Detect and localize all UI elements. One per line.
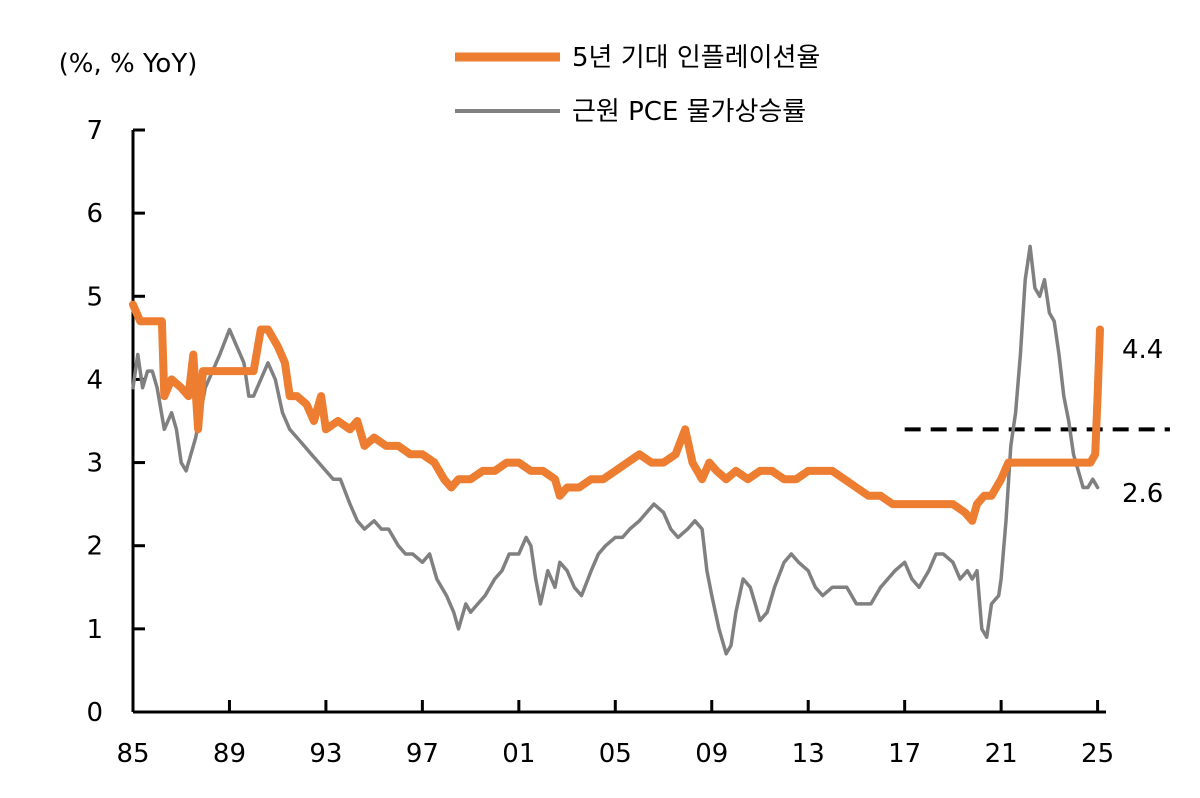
end-value-label: 4.4 [1122, 335, 1163, 365]
x-tick-label: 17 [888, 739, 921, 769]
x-tick-label: 93 [309, 739, 342, 769]
y-tick-label: 3 [86, 449, 103, 479]
y-axis-label: (%, % YoY) [59, 49, 198, 79]
y-tick-label: 0 [86, 698, 103, 728]
x-tick-label: 13 [792, 739, 825, 769]
y-tick-label: 2 [86, 532, 103, 562]
x-tick-label: 97 [406, 739, 439, 769]
y-tick-label: 1 [86, 615, 103, 645]
x-tick-label: 05 [599, 739, 632, 769]
expected-inflation-line [129, 300, 1104, 525]
core-pce-line [131, 244, 1100, 656]
legend-label-expected-inflation: 5년 기대 인플레이션율 [572, 43, 820, 73]
x-tick-label: 09 [695, 739, 728, 769]
end-label-layer: 4.4 2.6 [1122, 335, 1163, 509]
y-tick-label: 4 [86, 365, 103, 395]
x-tick-label: 21 [985, 739, 1018, 769]
y-tick-label: 5 [86, 282, 103, 312]
legend: 5년 기대 인플레이션율 근원 PCE 물가상승률 [455, 43, 820, 127]
series-layer [129, 244, 1104, 656]
x-tick-label: 25 [1081, 739, 1114, 769]
x-tick-label: 89 [213, 739, 246, 769]
y-tick-label: 6 [86, 199, 103, 229]
end-value-label: 2.6 [1122, 479, 1163, 509]
x-tick-label: 85 [116, 739, 149, 769]
y-tick-label: 7 [86, 116, 103, 146]
legend-label-core-pce: 근원 PCE 물가상승률 [572, 97, 806, 127]
x-tick-label: 01 [502, 739, 535, 769]
